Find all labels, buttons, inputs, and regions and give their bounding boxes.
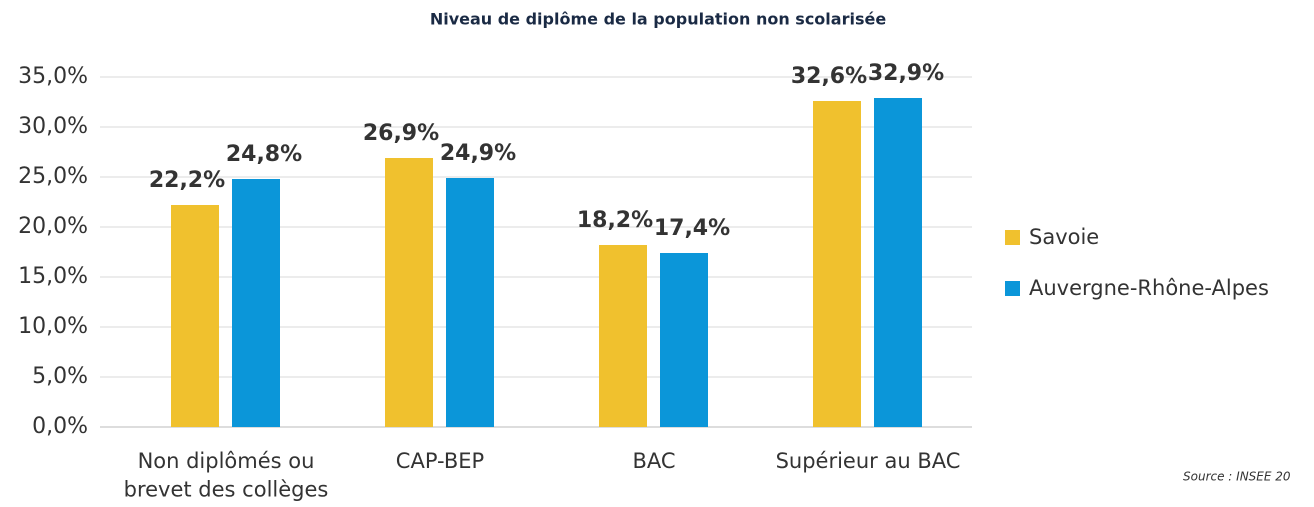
legend-swatch <box>1005 230 1020 245</box>
y-tick-label: 20,0% <box>18 214 88 239</box>
y-tick-label: 10,0% <box>18 314 88 339</box>
value-label: 24,8% <box>226 142 302 167</box>
legend-label: Savoie <box>1029 225 1099 249</box>
y-tick-label: 35,0% <box>18 64 88 89</box>
x-tick-label: Supérieur au BAC <box>776 449 961 473</box>
y-tick-label: 15,0% <box>18 264 88 289</box>
source: Source : INSEE 20 <box>1183 470 1291 484</box>
y-tick-label: 30,0% <box>18 114 88 139</box>
bar <box>385 158 433 427</box>
bar <box>599 245 647 427</box>
value-label: 26,9% <box>363 121 439 146</box>
value-label: 32,9% <box>868 61 944 86</box>
bar <box>813 101 861 427</box>
value-label: 32,6% <box>791 64 867 89</box>
x-tick-label: BAC <box>632 449 675 473</box>
bar <box>660 253 708 427</box>
y-tick-label: 5,0% <box>32 364 88 389</box>
x-tick-label: Non diplômés ou brevet des collèges <box>124 449 329 501</box>
bar <box>446 178 494 427</box>
legend-label: Auvergne-Rhône-Alpes <box>1029 276 1269 300</box>
bar <box>232 179 280 427</box>
legend-swatch <box>1005 281 1020 296</box>
y-tick-label: 25,0% <box>18 164 88 189</box>
value-label: 18,2% <box>577 208 653 233</box>
value-label: 17,4% <box>654 216 730 241</box>
value-label: 22,2% <box>149 168 225 193</box>
x-tick-label: CAP-BEP <box>396 449 484 473</box>
value-label: 24,9% <box>440 141 516 166</box>
bar <box>171 205 219 427</box>
bar <box>874 98 922 427</box>
chart-title: Niveau de diplôme de la population non s… <box>430 10 887 29</box>
y-tick-label: 0,0% <box>32 414 88 439</box>
